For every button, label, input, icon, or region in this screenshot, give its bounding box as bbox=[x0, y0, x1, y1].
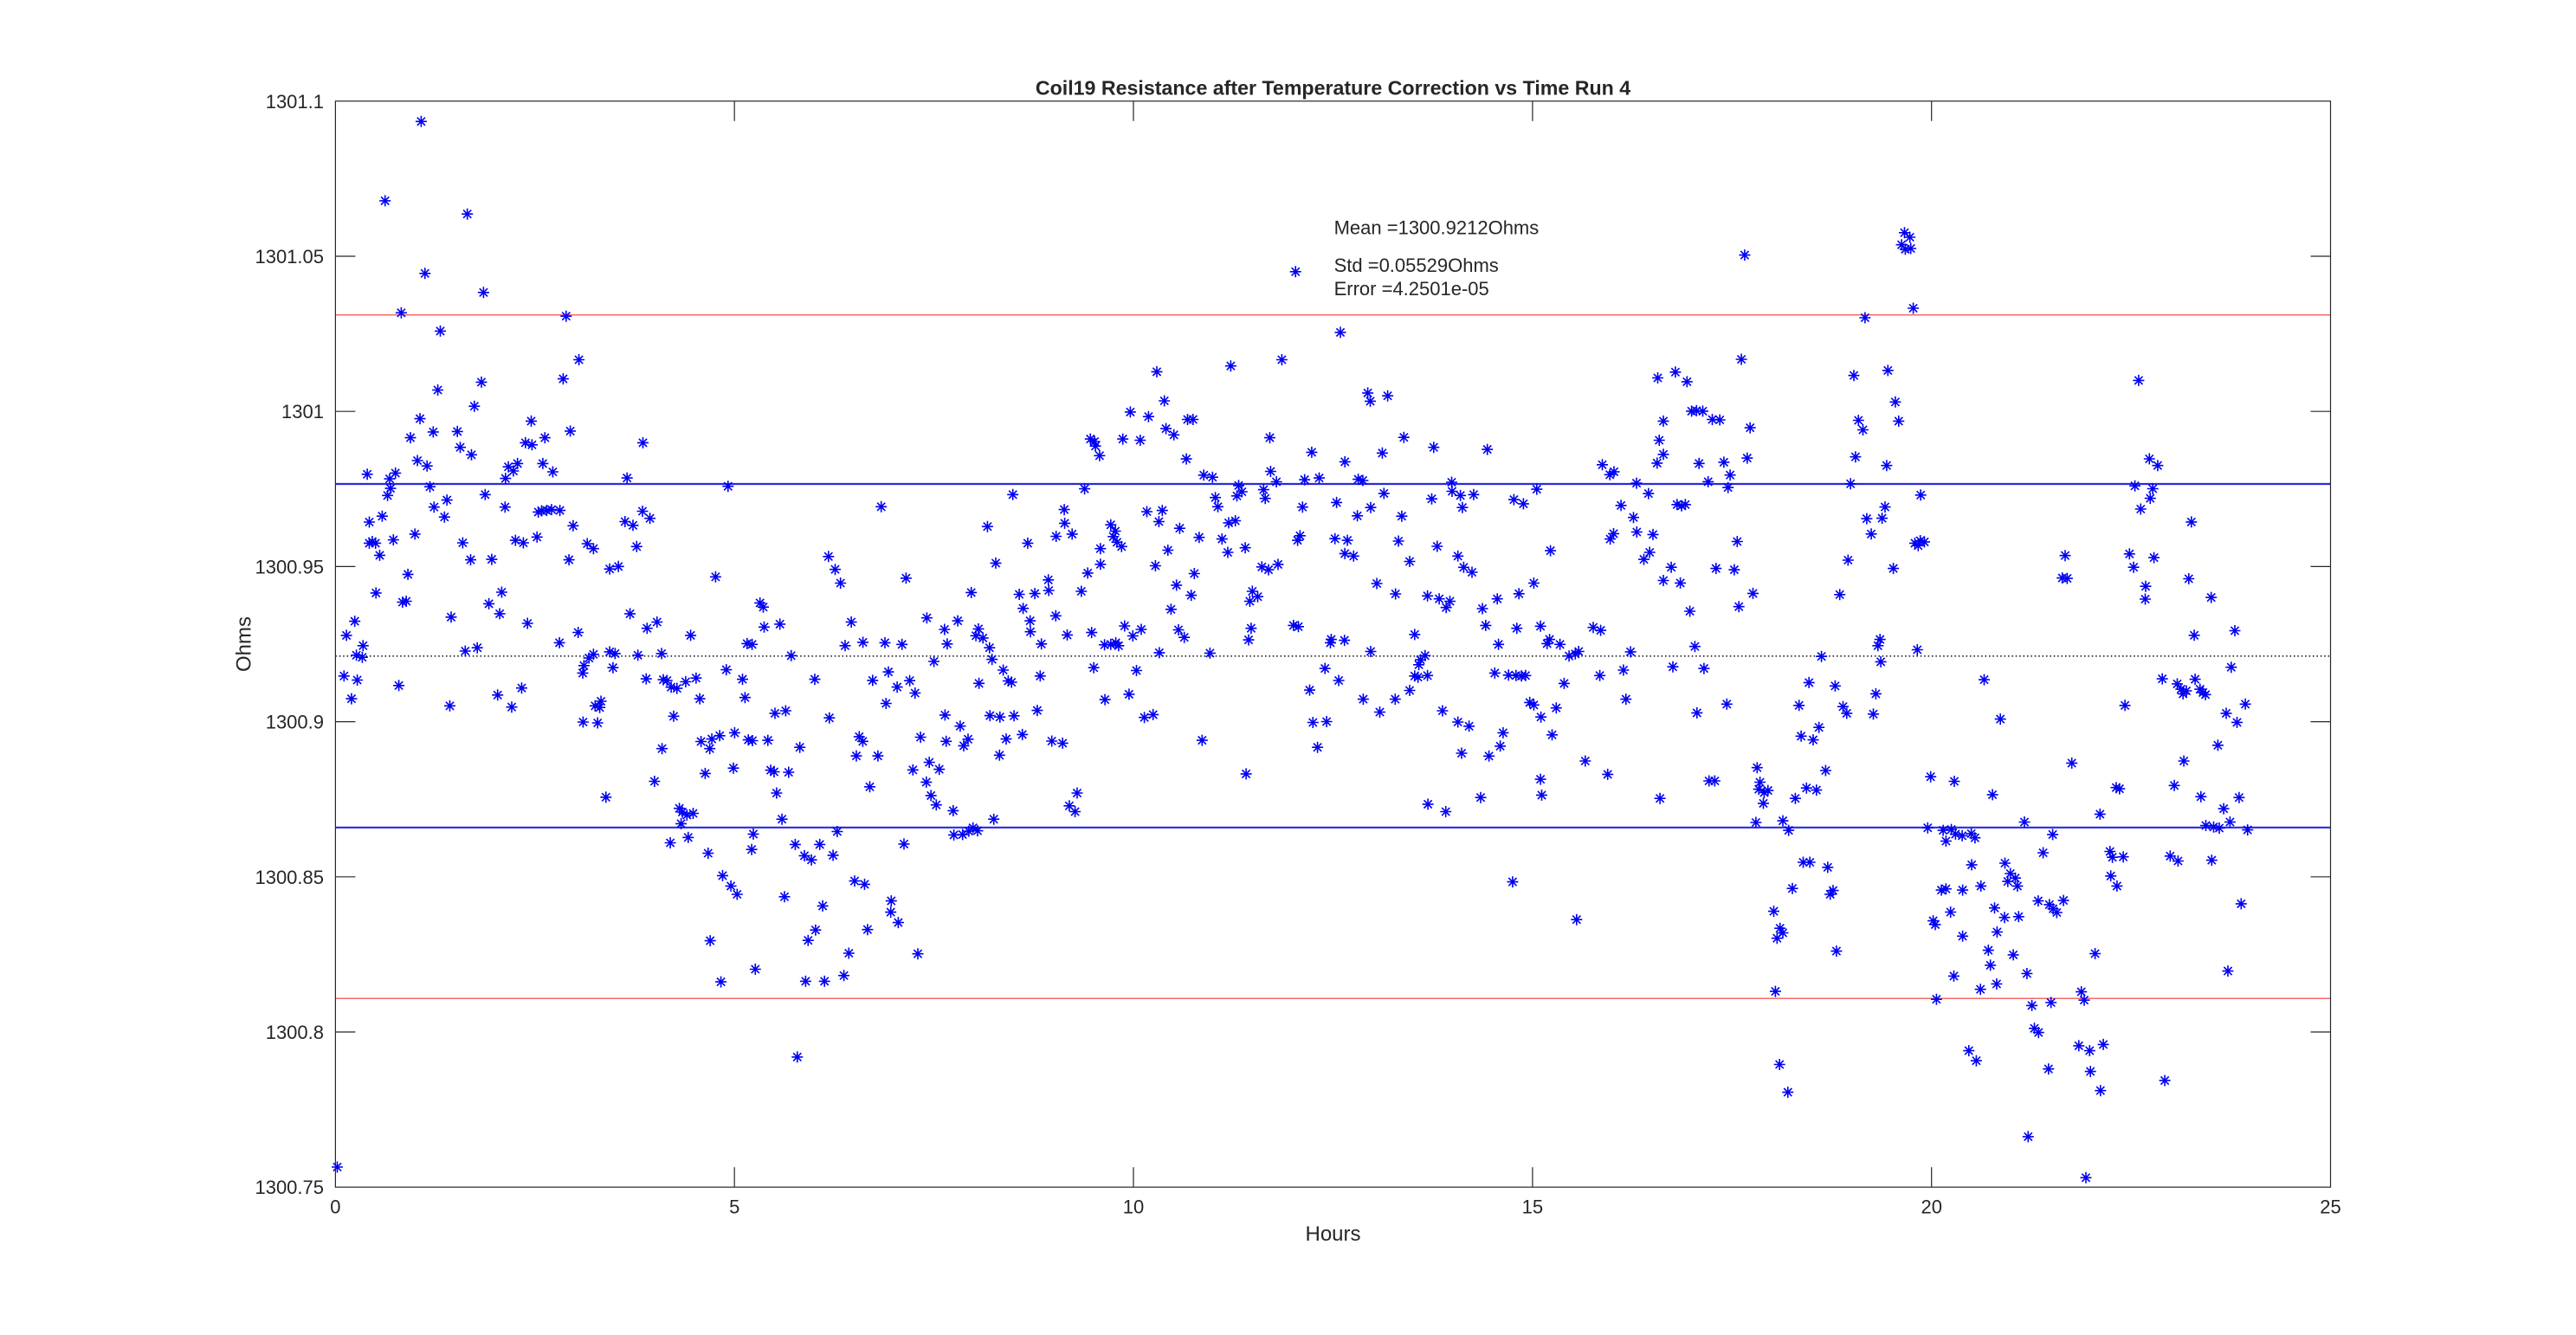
svg-text:1300.95: 1300.95 bbox=[255, 556, 324, 577]
svg-text:Std =0.05529Ohms: Std =0.05529Ohms bbox=[1334, 255, 1499, 276]
svg-text:1300.9: 1300.9 bbox=[266, 712, 324, 733]
svg-text:15: 15 bbox=[1522, 1196, 1543, 1218]
svg-text:Hours: Hours bbox=[1305, 1222, 1360, 1246]
svg-text:0: 0 bbox=[330, 1196, 340, 1218]
svg-text:20: 20 bbox=[1921, 1196, 1941, 1218]
svg-text:1301.1: 1301.1 bbox=[266, 91, 324, 113]
svg-text:10: 10 bbox=[1123, 1196, 1144, 1218]
svg-text:1301.05: 1301.05 bbox=[255, 246, 324, 268]
svg-text:Error =4.2501e-05: Error =4.2501e-05 bbox=[1334, 278, 1489, 300]
svg-text:1300.8: 1300.8 bbox=[266, 1022, 324, 1043]
svg-text:1301: 1301 bbox=[281, 401, 324, 422]
svg-text:5: 5 bbox=[729, 1196, 739, 1218]
svg-text:Mean =1300.9212Ohms: Mean =1300.9212Ohms bbox=[1334, 217, 1540, 239]
svg-text:1300.85: 1300.85 bbox=[255, 867, 324, 888]
svg-text:25: 25 bbox=[2320, 1196, 2340, 1218]
svg-text:Coil19 Resistance after Temper: Coil19 Resistance after Temperature Corr… bbox=[1036, 77, 1630, 100]
svg-text:Ohms: Ohms bbox=[233, 616, 256, 672]
svg-text:1300.75: 1300.75 bbox=[255, 1177, 324, 1198]
